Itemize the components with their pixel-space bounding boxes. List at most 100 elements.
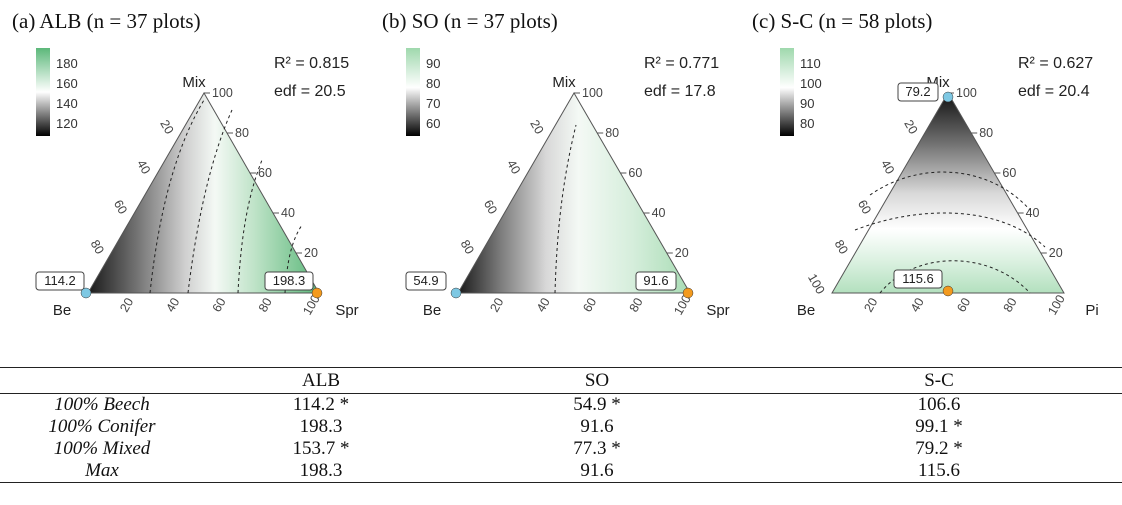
header-cell [0, 367, 204, 394]
left-edge-tick-label: 80 [88, 237, 107, 256]
table-cell: 115.6 [756, 460, 1122, 483]
bottom-edge-tick-label: 20 [117, 295, 136, 314]
corner-label-right: Spr [706, 302, 729, 319]
contour-line [554, 124, 577, 294]
corner-label-top: Mix [182, 74, 206, 91]
value-callout-box [405, 271, 447, 291]
right-edge-tick-label: 80 [605, 126, 619, 140]
right-edge-tick-label: 20 [1049, 246, 1063, 260]
colorbar [36, 48, 50, 136]
left-edge-tick-label: 80 [458, 237, 477, 256]
colorbar-tick-label: 100 [800, 76, 822, 91]
colorbar-tick-label: 180 [56, 56, 78, 71]
bottom-edge-tick-label: 80 [256, 295, 275, 314]
right-edge-tick-label: 40 [1026, 206, 1040, 220]
bottom-edge-tick-label: 100 [1045, 292, 1068, 317]
ternary-surface [831, 92, 1065, 294]
value-callout-box [897, 82, 939, 102]
panel-title: (a) ALB (n = 37 plots) [12, 9, 201, 33]
left-edge-tick-label: 20 [527, 117, 546, 136]
contour-line [149, 99, 205, 294]
r-squared-label: R² = 0.771 [644, 55, 719, 72]
corner-label-right: Spr [335, 302, 358, 319]
colorbar-tick-label: 60 [426, 116, 440, 131]
panel-title: (b) SO (n = 37 plots) [382, 9, 558, 33]
colorbar-tick-label: 70 [426, 96, 440, 111]
corner-label-left: Be [797, 302, 815, 319]
ternary-surface [457, 92, 691, 294]
value-callout-box [35, 271, 85, 291]
value-callout-box [893, 269, 943, 289]
table-row: Max 198.3 91.6 115.6 [0, 460, 1122, 483]
bottom-edge-tick-label: 60 [954, 295, 973, 314]
right-edge-tick-label: 80 [235, 126, 249, 140]
ternary-panel: (b) SO (n = 37 plots) 90 80 70 60 Mix Be Spr R² … [382, 9, 730, 319]
corner-label-left: Be [53, 302, 71, 319]
data-point [450, 287, 462, 299]
left-edge-tick-label: 80 [832, 237, 851, 256]
corner-label-top: Mix [552, 74, 576, 91]
value-callout-label: 91.6 [643, 273, 668, 288]
colorbar-tick-label: 160 [56, 76, 78, 91]
r-squared-label: R² = 0.815 [274, 55, 349, 72]
ternary-surface [87, 92, 320, 294]
header-sc: S-C [756, 367, 1122, 394]
bottom-edge-tick-label: 20 [487, 295, 506, 314]
left-edge-tick-label: 60 [111, 197, 130, 216]
contour-line [187, 109, 233, 294]
data-point [682, 287, 694, 299]
right-edge-tick-label: 80 [979, 126, 993, 140]
bottom-edge-tick-label: 20 [861, 295, 880, 314]
left-edge-tick-label: 40 [134, 157, 153, 176]
row-label: 100% Beech [54, 394, 150, 415]
colorbar-tick-label: 80 [800, 116, 814, 131]
left-edge-tick-label: 20 [901, 117, 920, 136]
colorbar-tick-label: 80 [426, 76, 440, 91]
value-callout-label: 54.9 [413, 273, 438, 288]
bottom-edge-tick-label: 80 [627, 295, 646, 314]
right-edge-tick-label: 40 [652, 206, 666, 220]
value-callout-label: 115.6 [902, 271, 934, 286]
table-cell: 91.6 [438, 460, 756, 483]
bottom-edge-tick-label: 40 [163, 295, 182, 314]
contour-line [237, 159, 263, 294]
left-edge-tick-label: 40 [878, 157, 897, 176]
colorbar-tick-label: 90 [800, 96, 814, 111]
bottom-edge-tick-label: 60 [210, 295, 229, 314]
table-cell: 79.2 * [915, 438, 963, 459]
left-edge-tick-label: 60 [855, 197, 874, 216]
table-header-row: ALB SO S-C [0, 367, 1122, 394]
bottom-edge-tick-label: 40 [908, 295, 927, 314]
right-edge-tick-label: 40 [281, 206, 295, 220]
bottom-edge-tick-label: 60 [580, 295, 599, 314]
row-label: 100% Conifer [48, 416, 156, 437]
table-cell: 77.3 * [573, 438, 621, 459]
data-point [80, 287, 92, 299]
left-edge-tick-label: 20 [157, 117, 176, 136]
left-edge-tick-label: 100 [805, 271, 828, 296]
bottom-edge-tick-label: 40 [534, 295, 553, 314]
value-callout-label: 114.2 [44, 273, 76, 288]
left-edge-tick-label: 40 [504, 157, 523, 176]
left-edge-tick-label: 60 [481, 197, 500, 216]
table-cell: 114.2 * [292, 394, 350, 415]
r-squared-label: R² = 0.627 [1018, 55, 1093, 72]
right-edge-tick-label: 60 [258, 166, 272, 180]
corner-label-right: Pi [1085, 302, 1098, 319]
row-label: 100% Mixed [53, 438, 151, 459]
colorbar-tick-label: 140 [56, 96, 78, 111]
header-so: SO [438, 367, 756, 394]
table-cell: 91.6 [580, 416, 614, 437]
table-cell: 198.3 [299, 416, 343, 437]
value-callout-box [635, 271, 677, 291]
panel-title: (c) S-C (n = 58 plots) [752, 9, 932, 33]
colorbar-tick-label: 110 [800, 56, 821, 71]
right-edge-tick-label: 20 [304, 246, 318, 260]
header-alb: ALB [204, 367, 438, 394]
edf-label: edf = 20.4 [1018, 83, 1090, 100]
data-point [942, 285, 954, 297]
data-point [311, 287, 323, 299]
value-callout-label: 198.3 [273, 273, 306, 288]
colorbar [406, 48, 420, 136]
